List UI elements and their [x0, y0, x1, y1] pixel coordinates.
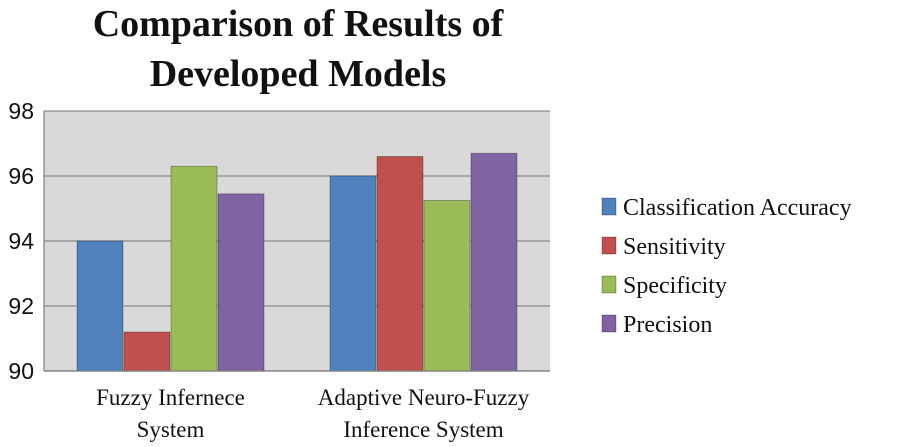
- x-category-label: Fuzzy Infernece: [96, 385, 245, 410]
- legend-label: Precision: [623, 312, 712, 338]
- bar-classification-accuracy: [329, 175, 377, 372]
- x-category-label: System: [137, 417, 205, 442]
- legend: Classification Accuracy Sensitivity Specif…: [601, 195, 852, 338]
- chart-title-line-1: Comparison of Results of: [93, 3, 505, 45]
- bar-sensitivity: [123, 331, 171, 372]
- bar-precision: [217, 193, 265, 372]
- bar-classification-accuracy: [76, 240, 124, 372]
- legend-label: Sensitivity: [623, 234, 726, 260]
- plot-area: 90 92 94 96 98 Fuzzy Infernece System Adaptive …: [8, 98, 550, 442]
- bar-specificity: [170, 165, 218, 372]
- y-tick-label: 94: [8, 228, 34, 254]
- x-category-label: Inference System: [343, 417, 503, 442]
- y-tick-label: 98: [8, 98, 34, 124]
- y-tick-label: 96: [8, 163, 34, 189]
- bar-specificity: [423, 199, 471, 372]
- legend-swatch: [601, 275, 617, 294]
- bar-precision: [470, 152, 518, 372]
- legend-swatch: [601, 314, 617, 333]
- y-tick-label: 92: [8, 293, 34, 319]
- legend-label: Classification Accuracy: [623, 195, 852, 221]
- chart-title-line-2: Developed Models: [150, 53, 447, 95]
- legend-label: Specificity: [623, 273, 727, 299]
- bar-sensitivity: [376, 156, 424, 372]
- legend-swatch: [601, 197, 617, 216]
- x-category-label: Adaptive Neuro-Fuzzy: [318, 385, 530, 410]
- legend-swatch: [601, 236, 617, 255]
- y-tick-label: 90: [8, 358, 34, 384]
